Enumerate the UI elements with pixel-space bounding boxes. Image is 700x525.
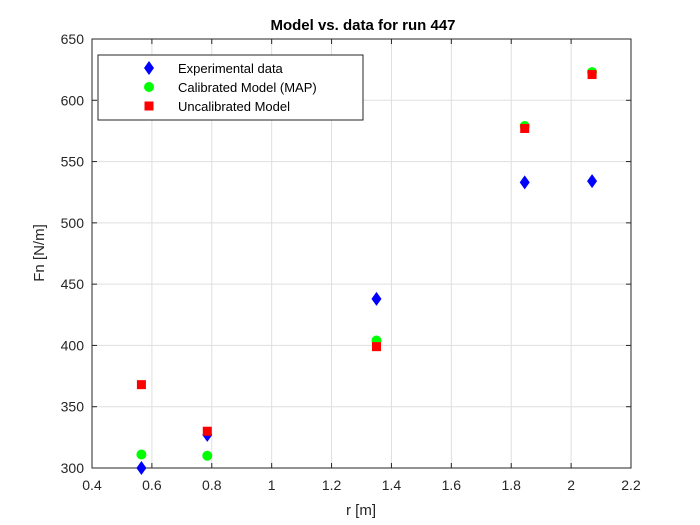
x-tick-label: 1.8 [501, 477, 521, 493]
legend-label: Experimental data [178, 61, 284, 76]
legend-marker-diamond [144, 61, 154, 75]
x-tick-label: 2.2 [621, 477, 641, 493]
legend-marker-circle [144, 82, 154, 92]
chart-title: Model vs. data for run 447 [270, 17, 455, 34]
x-tick-label: 0.6 [142, 477, 162, 493]
y-tick-label: 350 [61, 399, 85, 415]
x-axis-label: r [m] [346, 502, 376, 519]
y-tick-label: 550 [61, 154, 85, 170]
circle-point [202, 450, 213, 461]
y-axis-ticks: 300 350 400 450 500 550 600 650 [61, 31, 631, 476]
diamond-point [136, 461, 147, 475]
y-axis-label: Fn [N/m] [31, 224, 48, 282]
y-tick-label: 600 [61, 92, 85, 108]
x-tick-label: 1.2 [322, 477, 342, 493]
data-points [136, 67, 598, 475]
x-tick-label: 1 [268, 477, 276, 493]
square-point [520, 123, 530, 133]
diamond-point [587, 174, 598, 189]
y-tick-label: 400 [61, 337, 85, 353]
plot-frame [91, 38, 632, 469]
y-tick-label: 300 [61, 460, 85, 476]
diamond-point [519, 175, 530, 190]
legend-label: Uncalibrated Model [178, 99, 290, 114]
square-point [202, 426, 212, 436]
legend-box [97, 54, 364, 121]
legend-marker-square [144, 101, 154, 111]
y-tick-label: 450 [61, 276, 85, 292]
legend: Experimental data Calibrated Model (MAP) U… [97, 54, 364, 121]
square-point [371, 342, 381, 352]
x-tick-label: 1.4 [382, 477, 402, 493]
y-tick-label: 500 [61, 215, 85, 231]
x-tick-label: 0.4 [82, 477, 102, 493]
x-axis-ticks: 0.4 0.6 0.8 1 1.2 1.4 1.6 1.8 2 2.2 [82, 39, 641, 493]
x-tick-label: 1.6 [442, 477, 462, 493]
legend-label: Calibrated Model (MAP) [178, 80, 317, 95]
square-point [587, 70, 597, 80]
y-tick-label: 650 [61, 31, 85, 47]
diamond-point [371, 291, 382, 306]
x-tick-label: 2 [567, 477, 575, 493]
square-point [136, 380, 146, 390]
circle-point [136, 449, 147, 460]
x-tick-label: 0.8 [202, 477, 222, 493]
